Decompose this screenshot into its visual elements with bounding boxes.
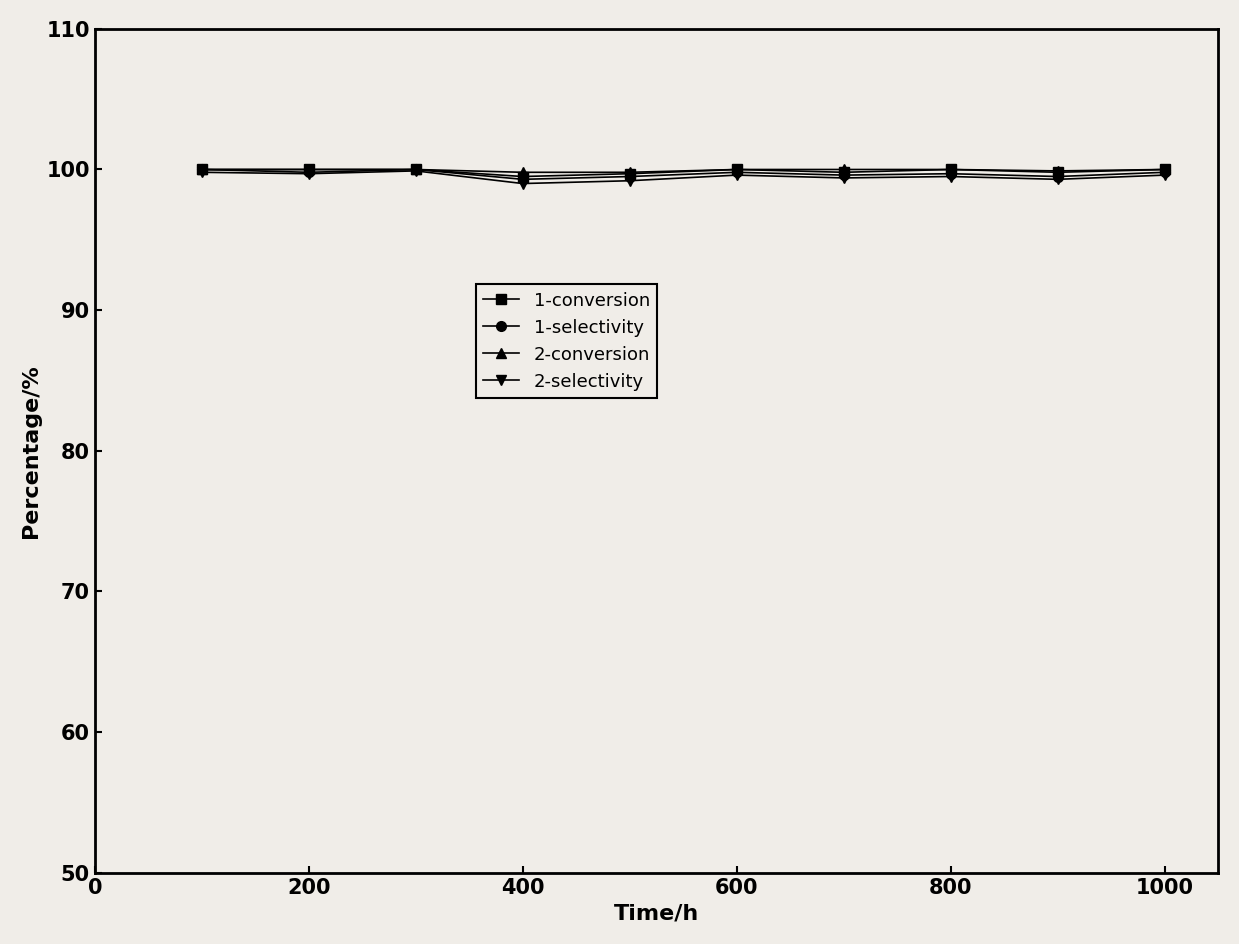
Line: 1-selectivity: 1-selectivity [197, 164, 1170, 184]
1-selectivity [409, 164, 424, 176]
Y-axis label: Percentage/%: Percentage/% [21, 364, 41, 538]
2-selectivity [730, 170, 745, 181]
Line: 2-selectivity: 2-selectivity [197, 166, 1170, 189]
1-selectivity [301, 167, 316, 178]
2-selectivity [301, 168, 316, 179]
1-conversion [301, 164, 316, 176]
X-axis label: Time/h: Time/h [613, 903, 699, 923]
1-conversion [1051, 167, 1066, 178]
1-selectivity [622, 171, 637, 182]
1-selectivity [730, 167, 745, 178]
1-conversion [515, 171, 530, 182]
2-selectivity [943, 171, 958, 182]
1-conversion [1157, 164, 1172, 176]
2-conversion [1051, 165, 1066, 177]
2-selectivity [622, 175, 637, 186]
2-conversion [943, 164, 958, 176]
1-conversion [943, 164, 958, 176]
1-conversion [836, 167, 851, 178]
2-conversion [515, 167, 530, 178]
Line: 2-conversion: 2-conversion [197, 164, 1170, 177]
2-conversion [195, 164, 209, 176]
2-conversion [301, 164, 316, 176]
1-conversion [730, 164, 745, 176]
2-selectivity [515, 177, 530, 189]
Legend: 1-conversion, 1-selectivity, 2-conversion, 2-selectivity: 1-conversion, 1-selectivity, 2-conversio… [476, 284, 657, 397]
1-selectivity [515, 174, 530, 185]
1-selectivity [943, 168, 958, 179]
2-selectivity [409, 165, 424, 177]
2-conversion [1157, 164, 1172, 176]
2-selectivity [195, 167, 209, 178]
2-conversion [409, 164, 424, 176]
1-selectivity [1051, 171, 1066, 182]
1-selectivity [195, 164, 209, 176]
2-selectivity [1157, 170, 1172, 181]
2-conversion [622, 167, 637, 178]
1-selectivity [836, 170, 851, 181]
2-conversion [836, 164, 851, 176]
Line: 1-conversion: 1-conversion [197, 164, 1170, 181]
1-selectivity [1157, 167, 1172, 178]
2-conversion [730, 164, 745, 176]
2-selectivity [836, 172, 851, 183]
2-selectivity [1051, 174, 1066, 185]
1-conversion [622, 168, 637, 179]
1-conversion [409, 164, 424, 176]
1-conversion [195, 164, 209, 176]
